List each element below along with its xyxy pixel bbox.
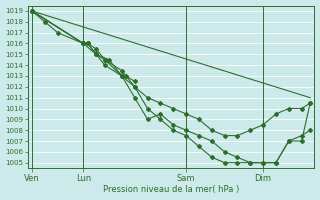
X-axis label: Pression niveau de la mer( hPa ): Pression niveau de la mer( hPa ) (103, 185, 239, 194)
